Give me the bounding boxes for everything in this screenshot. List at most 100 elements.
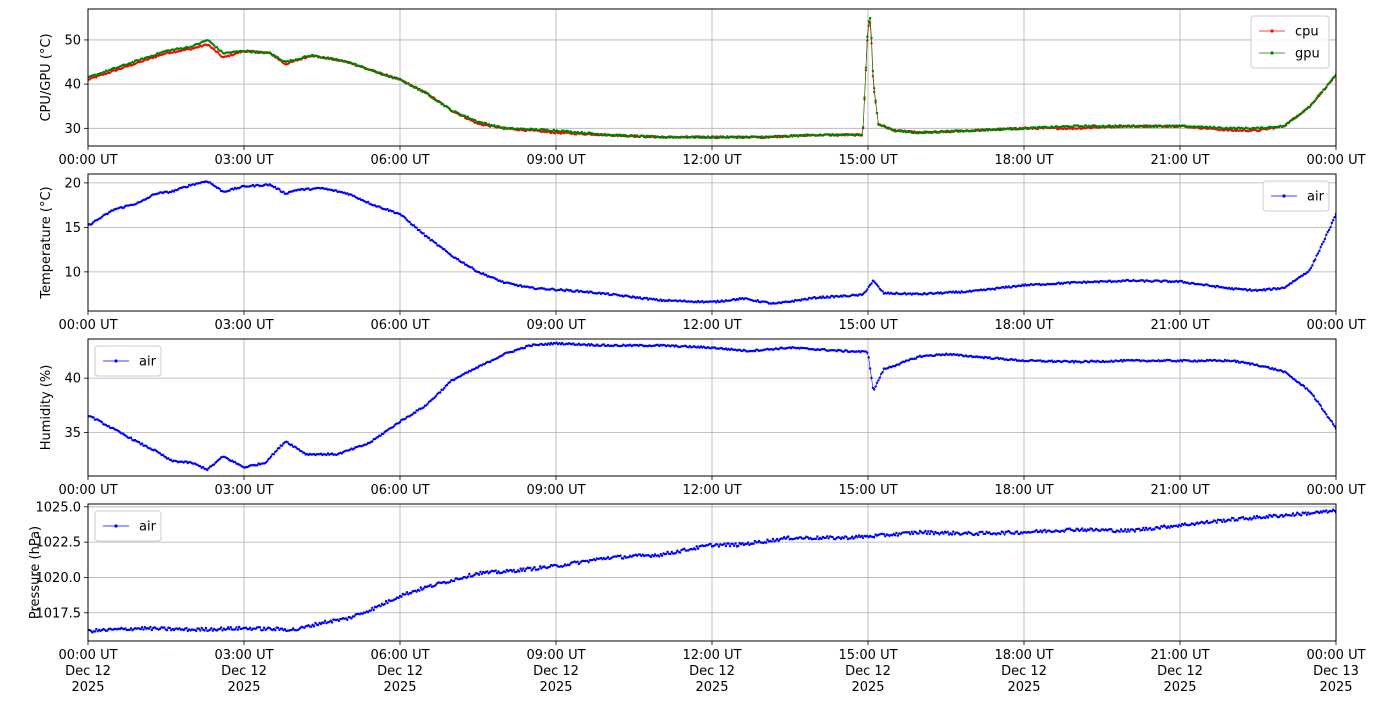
data-point	[472, 267, 475, 271]
data-point	[1309, 266, 1313, 269]
data-point	[1308, 268, 1311, 271]
data-point	[1311, 393, 1314, 396]
data-point	[1214, 519, 1217, 523]
data-point	[213, 48, 216, 51]
data-point	[999, 532, 1002, 536]
y-tick-label: 30	[64, 122, 81, 137]
data-point	[1316, 94, 1320, 98]
data-point	[1315, 96, 1318, 100]
data-point	[756, 299, 759, 302]
data-point	[440, 246, 443, 249]
data-point	[658, 555, 661, 558]
series-layer	[88, 508, 1336, 634]
data-point	[1327, 228, 1331, 232]
data-point	[931, 530, 934, 534]
data-point	[606, 555, 610, 559]
data-point	[1275, 514, 1278, 517]
data-point	[1215, 521, 1218, 524]
data-point	[1325, 413, 1328, 416]
data-point	[185, 626, 188, 630]
x-tick-label: 18:00 UT	[994, 153, 1053, 168]
series-markers	[88, 341, 1336, 472]
data-point	[1221, 520, 1224, 524]
data-point	[1233, 359, 1237, 362]
data-point	[910, 530, 913, 533]
data-point	[237, 625, 241, 629]
data-point	[178, 627, 181, 630]
data-point	[427, 236, 431, 240]
data-point	[728, 545, 732, 548]
y-tick-label: 40	[64, 372, 81, 387]
data-point	[518, 570, 521, 573]
data-point	[873, 388, 876, 391]
data-point	[1002, 531, 1005, 534]
data-point	[864, 290, 868, 293]
data-point	[1132, 528, 1135, 532]
data-point	[555, 341, 558, 344]
data-point	[924, 529, 927, 533]
data-point	[292, 627, 295, 630]
data-point	[903, 129, 906, 132]
data-point	[1329, 80, 1332, 83]
data-point	[1015, 530, 1019, 533]
data-point	[140, 626, 144, 629]
data-point	[1325, 85, 1328, 89]
data-point	[434, 242, 438, 245]
data-point	[907, 531, 911, 534]
data-point	[91, 222, 94, 225]
x-tick-label: 00:00 UT	[1306, 318, 1365, 333]
data-point	[229, 626, 232, 629]
data-point	[408, 220, 411, 224]
data-point	[932, 533, 936, 536]
data-point	[988, 531, 991, 534]
data-point	[724, 544, 728, 548]
data-point	[418, 87, 421, 91]
data-point	[519, 284, 522, 287]
data-point	[142, 628, 145, 631]
data-point	[1333, 425, 1336, 428]
data-point	[511, 570, 514, 573]
data-point	[831, 294, 834, 298]
data-point	[366, 200, 370, 204]
data-point	[287, 60, 291, 64]
data-point	[877, 379, 880, 382]
x-tick-label: 09:00 UT	[526, 318, 585, 333]
data-point	[386, 207, 389, 211]
data-point	[1280, 513, 1284, 517]
data-point	[369, 609, 373, 612]
data-point	[132, 61, 135, 64]
data-point	[149, 195, 152, 198]
data-point	[669, 552, 672, 556]
data-point	[416, 409, 420, 412]
data-point	[274, 629, 277, 632]
data-point	[824, 536, 827, 540]
data-point	[1137, 527, 1141, 530]
series-layer	[88, 180, 1336, 305]
data-point	[1305, 387, 1309, 390]
data-point	[199, 465, 202, 468]
data-point	[448, 580, 452, 584]
data-point	[871, 75, 875, 78]
data-point	[1307, 511, 1310, 514]
legend: air	[1262, 180, 1330, 212]
data-point	[201, 465, 205, 469]
data-point	[874, 282, 877, 285]
data-point	[814, 537, 818, 541]
y-tick-label: 20	[64, 176, 81, 191]
data-point	[199, 629, 202, 632]
data-point	[1236, 359, 1239, 363]
data-point	[445, 383, 449, 387]
data-point	[165, 629, 169, 632]
data-point	[1323, 237, 1327, 241]
data-point	[161, 453, 165, 456]
data-point	[594, 559, 597, 562]
y-tick-label: 1017.5	[36, 606, 82, 621]
x-tick-label: 15:00 UT	[838, 318, 897, 333]
data-point	[917, 532, 920, 535]
data-point	[448, 253, 452, 256]
data-point	[1320, 243, 1324, 246]
data-point	[163, 626, 166, 629]
data-point	[792, 300, 795, 303]
legend-marker	[1270, 51, 1274, 55]
data-point	[733, 544, 736, 548]
